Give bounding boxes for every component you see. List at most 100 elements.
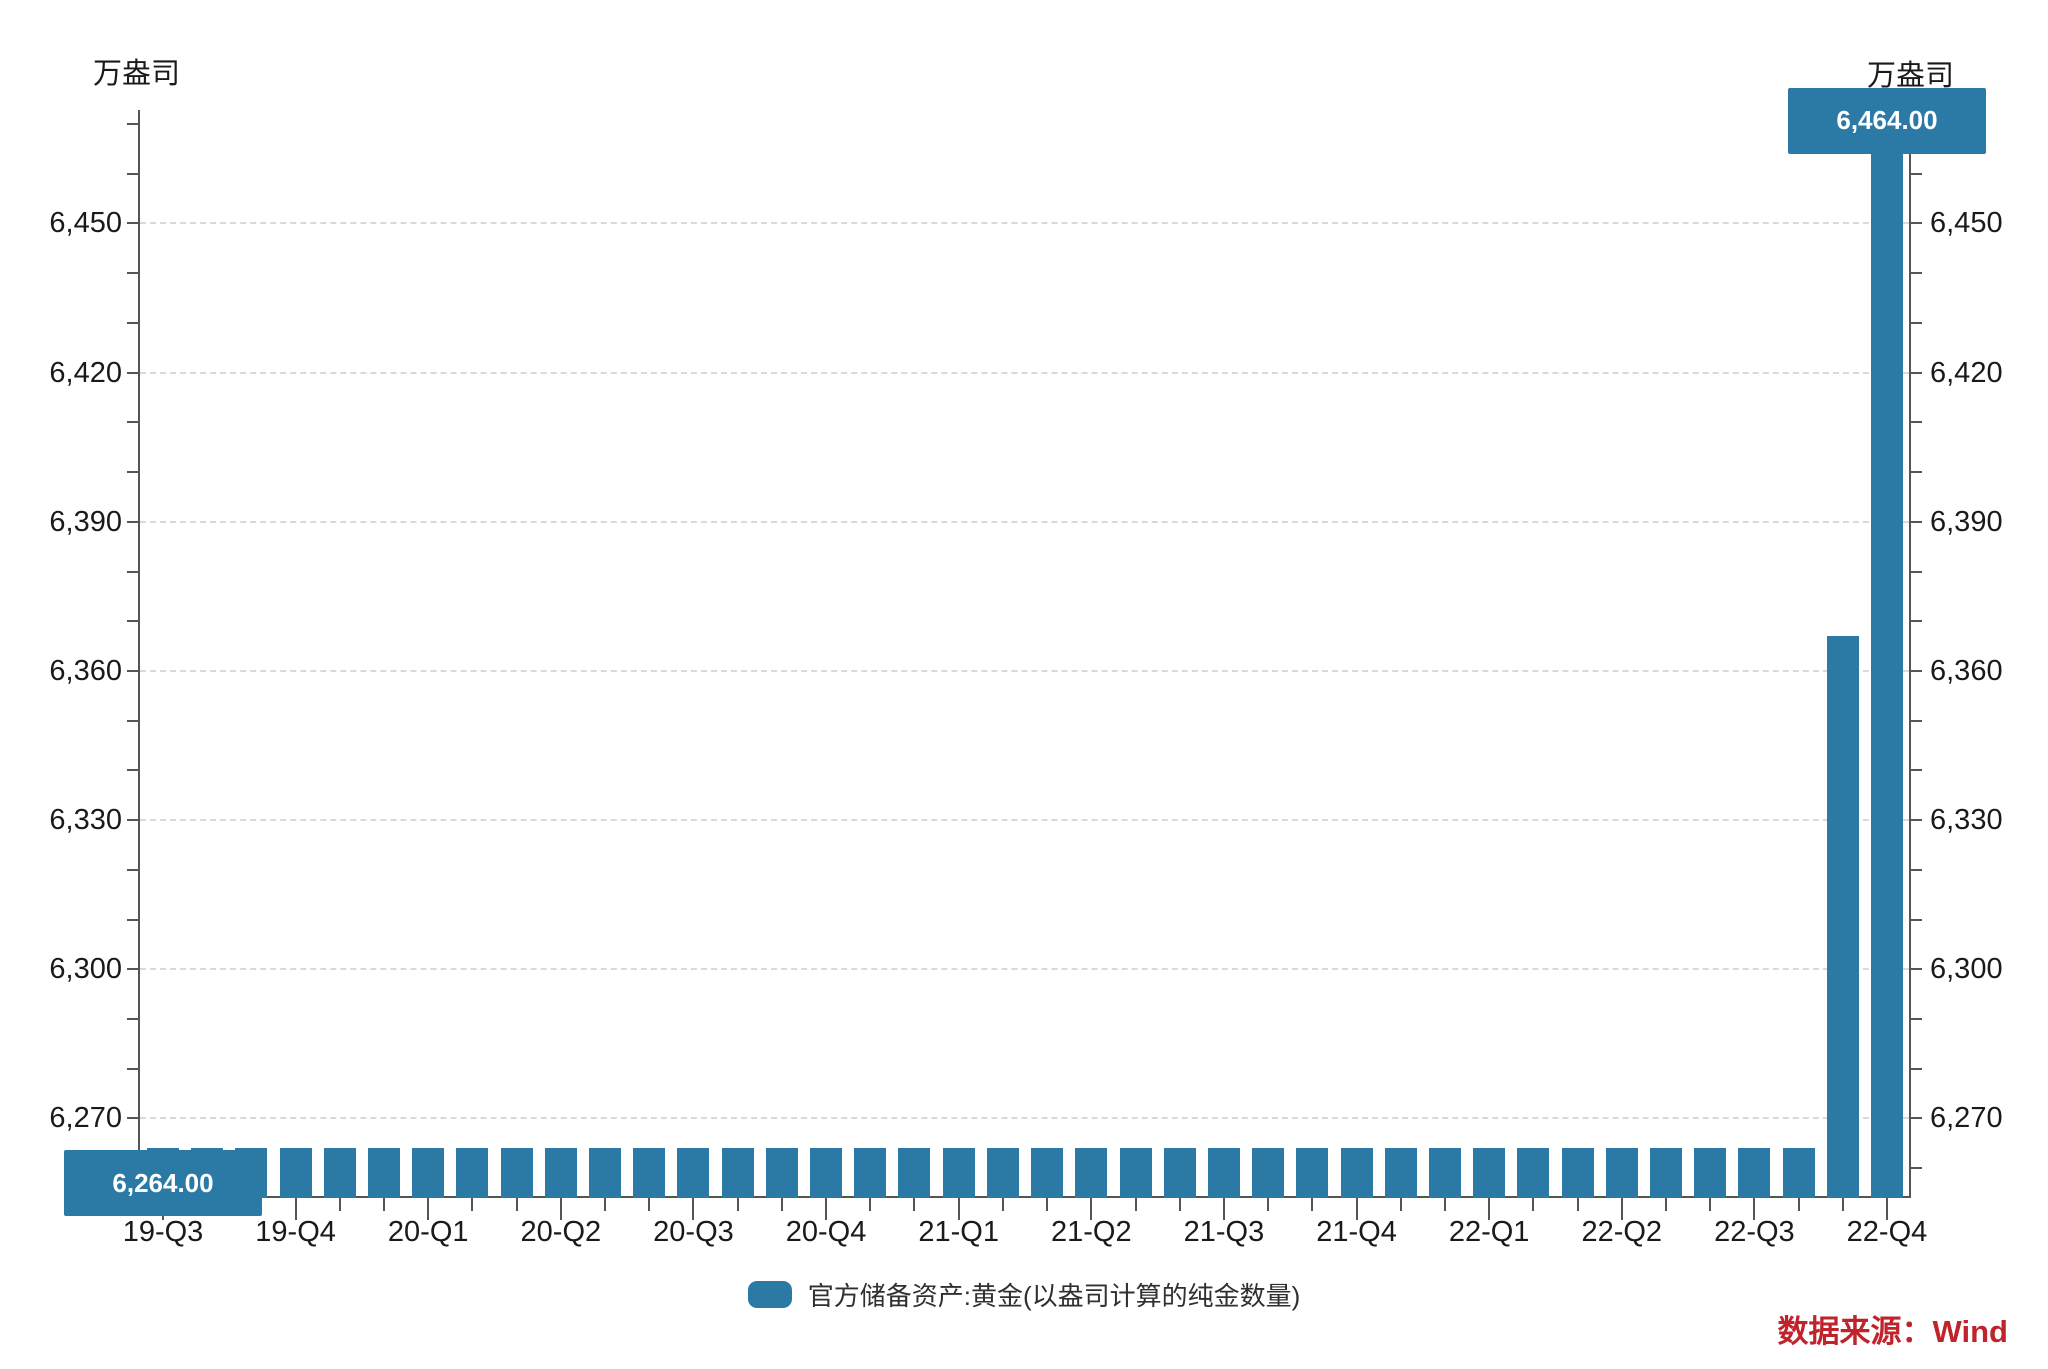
x-axis-label: 22-Q1 <box>1448 1216 1530 1248</box>
y-minor-tick-left <box>127 123 140 126</box>
y-minor-tick-right <box>1909 172 1922 175</box>
x-tick <box>427 1198 430 1220</box>
y-minor-tick-right <box>1909 769 1922 772</box>
bar <box>1649 1148 1682 1198</box>
y-minor-tick-left <box>127 620 140 623</box>
gridline <box>140 968 1909 971</box>
bar <box>765 1148 798 1198</box>
x-tick <box>1532 1198 1535 1211</box>
x-tick <box>338 1198 341 1211</box>
y-minor-tick-left <box>127 769 140 772</box>
bar <box>942 1148 975 1198</box>
x-axis-label: 21-Q3 <box>1183 1216 1265 1248</box>
gridline <box>140 222 1909 225</box>
x-axis-label: 22-Q2 <box>1581 1216 1663 1248</box>
x-axis-label: 20-Q3 <box>653 1216 734 1248</box>
bar <box>1694 1148 1727 1198</box>
y-tick-right <box>1909 371 1922 374</box>
bar <box>1252 1148 1285 1198</box>
gridline <box>140 520 1909 523</box>
x-axis-label: 20-Q4 <box>785 1216 867 1248</box>
x-tick <box>1399 1198 1402 1211</box>
y-minor-tick-left <box>127 172 140 175</box>
bar <box>412 1148 445 1198</box>
gridline <box>140 371 1909 374</box>
y-minor-tick-right <box>1909 421 1922 424</box>
x-tick <box>957 1198 960 1220</box>
bar <box>1605 1148 1638 1198</box>
x-tick <box>736 1198 739 1211</box>
gridline <box>140 819 1909 822</box>
x-tick <box>825 1198 828 1220</box>
y-tick-right <box>1909 1117 1922 1120</box>
x-axis-label: 20-Q2 <box>520 1216 602 1248</box>
y-minor-tick-left <box>127 272 140 275</box>
y-axis-label-left: 6,420 <box>49 356 122 389</box>
y-minor-tick-left <box>127 918 140 921</box>
bar <box>1517 1148 1550 1198</box>
y-minor-tick-left <box>127 321 140 324</box>
x-tick <box>1885 1198 1888 1220</box>
bar <box>721 1148 754 1198</box>
y-axis-label-right: 6,300 <box>1930 953 2003 986</box>
x-tick <box>471 1198 474 1211</box>
bar <box>1384 1148 1417 1198</box>
x-tick <box>1134 1198 1137 1211</box>
bar <box>1428 1148 1461 1198</box>
x-axis-label: 19-Q3 <box>122 1216 204 1248</box>
x-tick <box>1488 1198 1491 1220</box>
x-tick <box>1046 1198 1049 1211</box>
bar <box>500 1148 533 1198</box>
y-axis-label-left: 6,300 <box>49 953 122 986</box>
bar <box>1473 1148 1506 1198</box>
y-tick-left <box>127 1117 140 1120</box>
x-tick <box>692 1198 695 1220</box>
x-tick <box>1178 1198 1181 1211</box>
x-tick <box>1311 1198 1314 1211</box>
x-axis-label: 19-Q4 <box>255 1216 336 1248</box>
bar <box>456 1148 489 1198</box>
unit-label-left: 万盎司 <box>93 58 181 90</box>
y-tick-right <box>1909 520 1922 523</box>
y-tick-left <box>127 968 140 971</box>
bar <box>544 1148 577 1198</box>
x-tick <box>1355 1198 1358 1220</box>
y-tick-left <box>127 371 140 374</box>
x-tick <box>913 1198 916 1211</box>
x-tick <box>1090 1198 1093 1220</box>
bar <box>368 1148 401 1198</box>
bar <box>589 1148 622 1198</box>
y-tick-right <box>1909 222 1922 225</box>
y-minor-tick-right <box>1909 570 1922 573</box>
y-minor-tick-right <box>1909 272 1922 275</box>
bar <box>1561 1148 1594 1198</box>
y-axis-label-left: 6,330 <box>49 804 122 837</box>
bar <box>986 1148 1019 1198</box>
bar <box>1207 1148 1240 1198</box>
y-minor-tick-left <box>127 471 140 474</box>
y-minor-tick-right <box>1909 918 1922 921</box>
x-tick <box>1841 1198 1844 1211</box>
x-axis-label: 21-Q4 <box>1316 1216 1397 1248</box>
y-axis-label-left: 6,390 <box>49 505 122 538</box>
y-minor-tick-left <box>127 1067 140 1070</box>
x-tick <box>869 1198 872 1211</box>
y-minor-tick-left <box>127 868 140 871</box>
x-tick <box>1797 1198 1800 1211</box>
bar <box>323 1148 356 1198</box>
y-minor-tick-right <box>1909 620 1922 623</box>
x-tick <box>515 1198 518 1211</box>
x-tick <box>1443 1198 1446 1211</box>
bar <box>898 1148 931 1198</box>
x-tick <box>780 1198 783 1211</box>
x-axis-label: 21-Q2 <box>1050 1216 1132 1248</box>
bar <box>1075 1148 1108 1198</box>
y-tick-left <box>127 222 140 225</box>
y-tick-left <box>127 669 140 672</box>
x-tick <box>648 1198 651 1211</box>
bar <box>1119 1148 1152 1198</box>
legend: 官方储备资产:黄金(以盎司计算的纯金数量) <box>0 1272 2048 1316</box>
x-tick <box>1753 1198 1756 1220</box>
y-minor-tick-right <box>1909 321 1922 324</box>
y-minor-tick-left <box>127 719 140 722</box>
